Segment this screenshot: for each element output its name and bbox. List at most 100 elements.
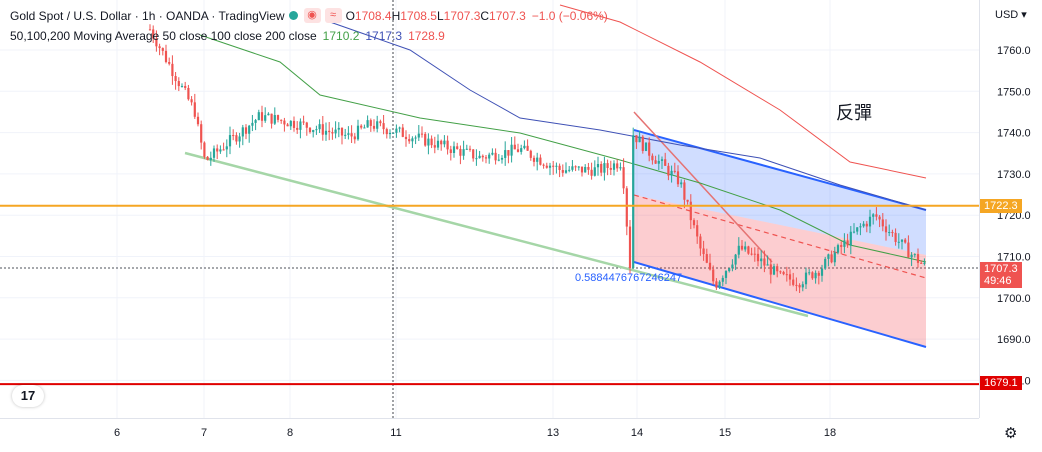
candle-body xyxy=(638,136,641,143)
ma50-line xyxy=(199,34,927,263)
candle-body xyxy=(785,274,788,276)
orange-level-tag: 1722.3 xyxy=(980,199,1022,213)
candle-body xyxy=(552,165,555,167)
candle-body xyxy=(913,254,916,256)
candle-body xyxy=(174,76,177,82)
candle-body xyxy=(628,226,632,268)
candle-body xyxy=(603,163,606,173)
candle-body xyxy=(798,285,801,288)
candle-body xyxy=(689,201,692,221)
candle-body xyxy=(612,163,616,170)
candle-body xyxy=(337,127,340,130)
candle-body xyxy=(347,133,350,135)
candle-body xyxy=(808,272,811,274)
time-tick-label: 14 xyxy=(631,427,643,439)
candle-body xyxy=(779,271,782,273)
candle-body xyxy=(670,170,673,176)
candle-body xyxy=(680,182,683,185)
open-label: O xyxy=(345,8,355,23)
wave-icon[interactable]: ≈ xyxy=(324,8,342,23)
candle-body xyxy=(875,214,878,217)
candle-body xyxy=(228,135,232,147)
last-price-tag: 1707.3 49:46 xyxy=(980,262,1022,288)
candle-body xyxy=(398,127,401,129)
candle-body xyxy=(590,169,593,176)
candle-body xyxy=(849,231,852,246)
candle-body xyxy=(360,125,363,128)
candle-body xyxy=(344,134,347,136)
channel-mid-line xyxy=(633,194,927,279)
candle-body xyxy=(507,150,510,156)
candle-body xyxy=(705,254,708,263)
candle-body xyxy=(334,129,337,134)
candle-body xyxy=(536,157,539,162)
candle-body xyxy=(923,262,926,264)
candle-body xyxy=(641,136,644,151)
candle-body xyxy=(836,245,840,253)
candle-body xyxy=(840,245,843,247)
ma200-line xyxy=(559,4,927,179)
fib-level-label: 0.5884476767246247 xyxy=(575,272,683,284)
candle-body xyxy=(884,226,888,233)
candle-body xyxy=(635,135,638,143)
candle-body xyxy=(497,159,500,161)
price-tick-label: 1760.0 xyxy=(997,45,1031,57)
candle-body xyxy=(414,137,417,139)
candle-body xyxy=(734,254,737,265)
candle-body xyxy=(686,199,689,202)
candle-body xyxy=(318,124,321,130)
candle-body xyxy=(484,157,488,159)
eye-icon[interactable]: ◉ xyxy=(303,8,321,23)
candle-body xyxy=(673,170,676,172)
candle-body xyxy=(203,142,206,157)
candle-body xyxy=(408,139,411,142)
candle-body xyxy=(366,120,369,128)
candle-body xyxy=(827,254,830,259)
symbol-title[interactable]: Gold Spot / U.S. Dollar · 1h · OANDA · T… xyxy=(10,8,285,23)
candle-body xyxy=(696,225,699,237)
candle-body xyxy=(472,149,475,159)
rebound-annotation[interactable]: 反彈 xyxy=(836,103,872,124)
candle-body xyxy=(747,246,750,254)
candle-body xyxy=(404,136,408,140)
candle-body xyxy=(545,165,548,168)
candle-body xyxy=(542,164,545,166)
candle-body xyxy=(260,112,264,121)
candle-body xyxy=(596,163,600,168)
candle-body xyxy=(667,165,670,176)
channel-upper-fill xyxy=(634,130,926,255)
candle-body xyxy=(443,140,446,145)
candle-body xyxy=(411,138,414,142)
candle-body xyxy=(296,127,299,130)
indicator-legend[interactable]: 50,100,200 Moving Average 50 close 100 c… xyxy=(10,29,445,43)
channel-bottom-line xyxy=(633,261,927,348)
candle-body xyxy=(830,254,833,263)
candle-body xyxy=(872,214,875,217)
tradingview-logo[interactable]: 17 xyxy=(12,385,44,407)
price-tick-label: 1710.0 xyxy=(997,252,1031,264)
candle-body xyxy=(795,284,798,286)
currency-selector[interactable]: USD ▾ xyxy=(995,9,1027,21)
candle-body xyxy=(462,149,465,156)
candle-body xyxy=(257,112,260,121)
gear-icon[interactable]: ⚙ xyxy=(1004,425,1018,442)
candle-body xyxy=(299,121,302,130)
candle-body xyxy=(273,115,276,124)
candle-body xyxy=(532,157,536,162)
price-tick-label: 1720.0 xyxy=(997,210,1031,222)
low-value: 1707.3 xyxy=(443,8,481,23)
price-tick-label: 1730.0 xyxy=(997,169,1031,181)
candle-body xyxy=(376,121,379,129)
candle-body xyxy=(468,148,472,150)
candle-body xyxy=(427,138,430,146)
time-tick-label: 8 xyxy=(287,427,293,439)
candle-body xyxy=(737,245,740,255)
candle-body xyxy=(900,239,904,242)
time-scale[interactable]: 6 7 8 11 13 14 15 18 xyxy=(0,418,979,447)
channel-top-line xyxy=(633,129,927,211)
candle-body xyxy=(718,281,721,288)
candle-body xyxy=(308,127,312,132)
candle-body xyxy=(811,272,814,279)
candle-body xyxy=(526,145,529,151)
